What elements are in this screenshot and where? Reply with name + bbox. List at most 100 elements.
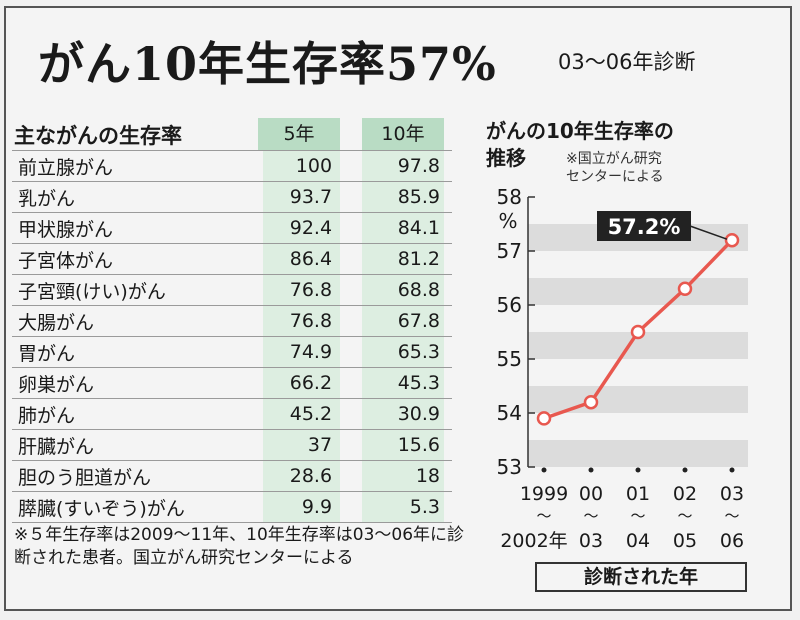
data-point [630,324,646,340]
x-tick-dot [635,467,641,473]
rate-5yr: 93.7 [262,181,347,213]
x-tick-label-end: 04 [626,530,650,552]
survival-rate-table: 前立腺がん 100 97.8 乳がん 93.7 85.9 甲状腺がん 92.4 84.1 子宮体が… [12,150,452,523]
y-tick-label: 54 [497,401,522,425]
x-range-separator: 〜 [630,507,645,525]
grid-band [528,440,748,467]
chart-title-line1: がんの10年生存率の [486,119,674,143]
rate-5yr: 74.9 [262,336,347,368]
x-tick-dot [682,467,688,473]
cancer-name: 子宮体がん [12,243,263,275]
table-row: 肺がん 45.2 30.9 [12,398,452,430]
rate-10yr: 68.8 [368,274,452,306]
column-header-10yr: 10年 [362,118,444,150]
cancer-name: 前立腺がん [12,150,263,182]
callout-leader [689,225,728,240]
chart-source-line2: センターによる [566,169,664,185]
rate-10yr: 97.8 [368,150,452,182]
rate-10yr: 65.3 [368,336,452,368]
x-tick-label: 02 [673,483,697,505]
callout-label: 57.2% [608,215,681,239]
rate-10yr: 84.1 [368,212,452,244]
x-tick-label: 1999 [520,483,568,505]
table-row: 肝臓がん 37 15.6 [12,429,452,461]
rate-5yr: 9.9 [262,491,347,523]
cancer-name: 卵巣がん [12,367,263,399]
table-row: 子宮体がん 86.4 81.2 [12,243,452,275]
rate-10yr: 15.6 [368,429,452,461]
x-range-separator: 〜 [536,507,551,525]
y-tick-label: 57 [497,239,522,263]
y-tick-label: 56 [497,293,522,317]
y-tick-label: 58 [497,185,522,209]
x-tick-dot [541,467,547,473]
y-tick-label: 55 [497,347,522,371]
x-tick-label-end: 03 [579,530,603,552]
chart-source-note: ※国立がん研究 センターによる [566,150,664,186]
rate-5yr: 100 [262,150,347,182]
rate-10yr: 81.2 [368,243,452,275]
column-gap [346,491,369,523]
table-row: 膵臓(すいぞう)がん 9.9 5.3 [12,491,452,523]
x-tick-label: 03 [720,483,744,505]
data-point [583,394,599,410]
x-tick-label-end: 05 [673,530,697,552]
table-row: 前立腺がん 100 97.8 [12,150,452,182]
cancer-name: 胆のう胆道がん [12,460,263,492]
x-tick-label-end: 2002年 [500,530,567,552]
rate-10yr: 67.8 [368,305,452,337]
column-header-5yr: 5年 [258,118,340,150]
table-row: 大腸がん 76.8 67.8 [12,305,452,337]
grid-band [528,386,748,413]
table-row: 胃がん 74.9 65.3 [12,336,452,368]
rate-10yr: 5.3 [368,491,452,523]
data-point [536,411,552,426]
x-range-separator: 〜 [677,507,692,525]
x-range-separator: 〜 [583,507,598,525]
cancer-name: 膵臓(すいぞう)がん [12,491,263,523]
x-axis-title: 診断された年 [535,562,747,592]
callout-box [597,211,691,241]
x-tick-dot [729,467,735,473]
x-range-separator: 〜 [724,507,739,525]
chart-title-line2: 推移 [486,146,526,170]
rate-5yr: 76.8 [262,305,347,337]
rate-10yr: 18 [368,460,452,492]
headline-subtitle: 03〜06年診断 [558,50,696,74]
rate-5yr: 37 [262,429,347,461]
table-title: 主ながんの生存率 [14,124,182,148]
cancer-name: 乳がん [12,181,263,213]
rate-5yr: 76.8 [262,274,347,306]
chart-source-line1: ※国立がん研究 [566,151,662,167]
y-tick-label: 53 [497,455,522,479]
table-row: 卵巣がん 66.2 45.3 [12,367,452,399]
grid-band [528,278,748,305]
rate-5yr: 28.6 [262,460,347,492]
rate-10yr: 30.9 [368,398,452,430]
rate-5yr: 45.2 [262,398,347,430]
cancer-name: 甲状腺がん [12,212,263,244]
x-tick-label: 01 [626,483,650,505]
data-point [677,281,693,297]
cancer-name: 胃がん [12,336,263,368]
headline: がん10年生存率57% [38,37,497,91]
cancer-name: 肺がん [12,398,263,430]
x-tick-label-end: 06 [720,530,744,552]
rate-5yr: 66.2 [262,367,347,399]
table-row: 乳がん 93.7 85.9 [12,181,452,213]
x-tick-label: 00 [579,483,603,505]
cancer-name: 子宮頸(けい)がん [12,274,263,306]
y-axis-unit: % [498,209,517,233]
x-tick-dot [588,467,594,473]
chart-title: がんの10年生存率の 推移 [486,118,674,172]
rate-5yr: 92.4 [262,212,347,244]
table-row: 子宮頸(けい)がん 76.8 68.8 [12,274,452,306]
rate-10yr: 45.3 [368,367,452,399]
rate-5yr: 86.4 [262,243,347,275]
cancer-name: 肝臓がん [12,429,263,461]
table-row: 甲状腺がん 92.4 84.1 [12,212,452,244]
footnote: ※５年生存率は2009〜11年、10年生存率は03〜06年に診断された患者。国立… [14,525,465,568]
cancer-name: 大腸がん [12,305,263,337]
rate-10yr: 85.9 [368,181,452,213]
